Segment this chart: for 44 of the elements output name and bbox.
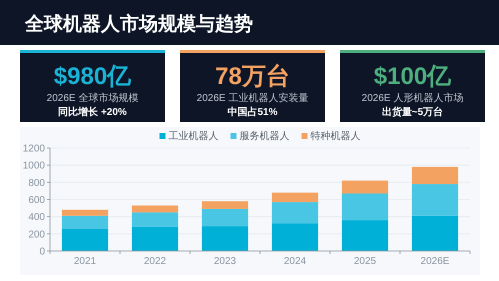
bar [412, 166, 458, 184]
y-tick-label: 1200 [22, 144, 46, 154]
bar [202, 201, 248, 209]
text: 全球机器人市场规模与趋势 [24, 13, 253, 35]
text: 出货量~5万台 [382, 106, 444, 118]
text: 同比增长 +20% [58, 106, 127, 118]
y-tick-label: 400 [28, 212, 46, 224]
bar [202, 208, 248, 226]
text: 2026E 工业机器人安装量 [196, 92, 308, 104]
text: $980亿 [54, 63, 132, 90]
legend-label: 特种机器人 [310, 130, 360, 142]
text: 78万台 [215, 63, 290, 90]
y-tick-label: 600 [28, 195, 46, 206]
bar [132, 212, 178, 227]
bar [62, 216, 108, 229]
legend-label: 服务机器人 [240, 130, 290, 142]
bar [272, 224, 318, 251]
y-tick-label: 1000 [22, 160, 46, 172]
bar [342, 193, 388, 220]
x-tick-label: 2023 [214, 256, 237, 267]
bar [132, 206, 178, 212]
bar [342, 180, 388, 194]
text: 2026E 全球市场规模 [46, 92, 138, 104]
x-tick-label: 2025 [354, 256, 377, 267]
bar [132, 226, 178, 251]
legend-label: 工业机器人 [168, 130, 218, 142]
x-tick-label: 2022 [144, 256, 167, 267]
text: 中国占51% [227, 106, 278, 118]
y-tick-label: 800 [28, 178, 46, 189]
bar [272, 202, 318, 224]
x-tick-label: 2024 [284, 256, 307, 267]
text: 2026E 人形机器人市场 [362, 92, 464, 104]
y-tick-label: 200 [28, 229, 46, 240]
bar [272, 192, 318, 202]
text: $100亿 [374, 63, 452, 90]
x-tick-label: 2026E [420, 256, 450, 267]
bar [62, 228, 108, 251]
bar [412, 184, 458, 216]
bar [342, 220, 388, 251]
y-tick-label: 0 [39, 246, 46, 258]
bar [62, 210, 108, 216]
bar [412, 216, 458, 251]
x-tick-label: 2021 [74, 256, 97, 267]
bar [202, 226, 248, 251]
